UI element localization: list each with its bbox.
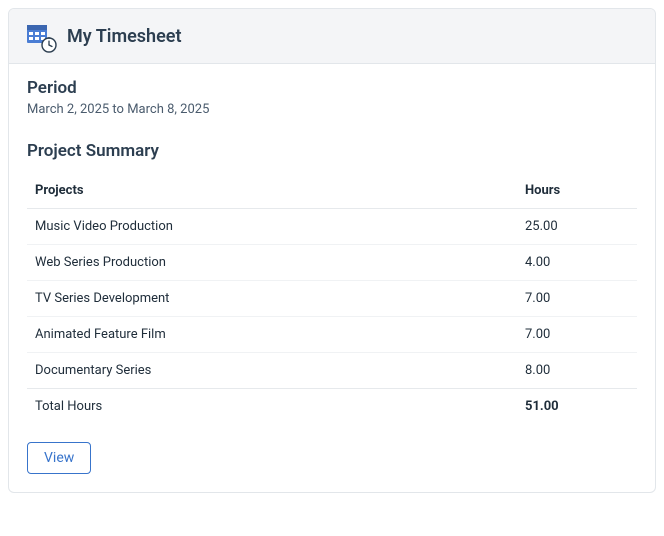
period-value: March 2, 2025 to March 8, 2025 <box>27 102 637 117</box>
hours-cell: 8.00 <box>517 353 637 389</box>
summary-title: Project Summary <box>27 141 637 161</box>
card-title: My Timesheet <box>67 26 182 47</box>
total-row: Total Hours 51.00 <box>27 389 637 425</box>
table-row: TV Series Development 7.00 <box>27 281 637 317</box>
project-cell: Web Series Production <box>27 245 517 281</box>
project-cell: Documentary Series <box>27 353 517 389</box>
hours-cell: 25.00 <box>517 209 637 245</box>
project-summary-table: Projects Hours Music Video Production 25… <box>27 173 637 424</box>
hours-cell: 4.00 <box>517 245 637 281</box>
table-row: Music Video Production 25.00 <box>27 209 637 245</box>
timesheet-icon <box>25 21 55 51</box>
view-button[interactable]: View <box>27 442 91 474</box>
column-header-hours: Hours <box>517 173 637 209</box>
table-row: Web Series Production 4.00 <box>27 245 637 281</box>
column-header-projects: Projects <box>27 173 517 209</box>
project-cell: Music Video Production <box>27 209 517 245</box>
total-value: 51.00 <box>517 389 637 425</box>
period-label: Period <box>27 78 637 98</box>
total-label: Total Hours <box>27 389 517 425</box>
hours-cell: 7.00 <box>517 317 637 353</box>
card-body: Period March 2, 2025 to March 8, 2025 Pr… <box>9 64 655 492</box>
project-cell: TV Series Development <box>27 281 517 317</box>
table-row: Animated Feature Film 7.00 <box>27 317 637 353</box>
card-header: My Timesheet <box>9 9 655 64</box>
table-row: Documentary Series 8.00 <box>27 353 637 389</box>
hours-cell: 7.00 <box>517 281 637 317</box>
timesheet-card: My Timesheet Period March 2, 2025 to Mar… <box>8 8 656 493</box>
project-cell: Animated Feature Film <box>27 317 517 353</box>
